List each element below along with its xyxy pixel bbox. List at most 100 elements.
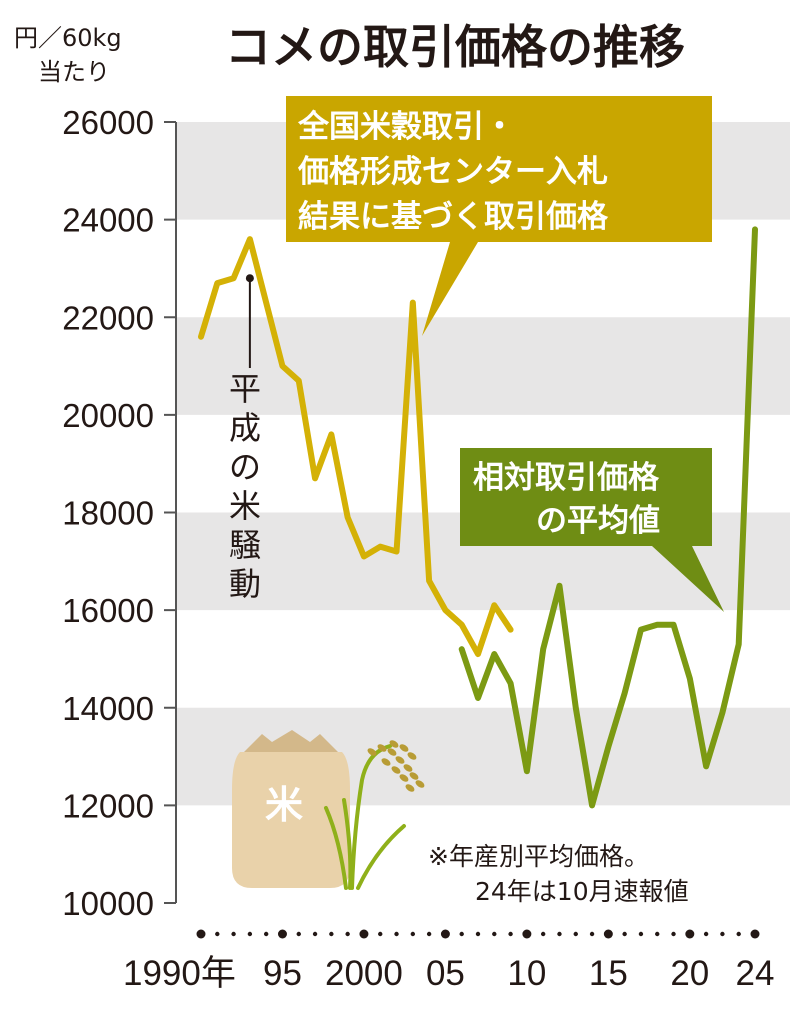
x-tick-label: 20	[670, 954, 709, 993]
y-tick-label: 12000	[62, 787, 154, 824]
y-tick-label: 22000	[62, 299, 154, 336]
rice-grain-icon	[409, 772, 419, 780]
callout-negotiated-line2: の平均値	[536, 503, 660, 539]
rice-grain-icon	[405, 784, 415, 792]
y-tick-label: 24000	[62, 202, 154, 239]
rice-grain-icon	[399, 774, 409, 782]
rice-riot-annotation: 平 成 の 米 騒 動	[229, 274, 261, 603]
callout-auction-price: 全国米穀取引・ 価格形成センター入札 結果に基づく取引価格	[286, 96, 712, 336]
x-axis-dot	[378, 931, 383, 937]
x-axis-dot	[475, 931, 481, 937]
rice-bag-top-icon	[244, 730, 338, 752]
y-tick-label: 10000	[62, 885, 154, 922]
y-tick-label: 14000	[62, 690, 154, 727]
callout-auction-line2: 価格形成センター入札	[297, 154, 608, 190]
rice-grain-icon	[391, 766, 401, 774]
y-axis-ticks: 10000 12000 14000 16000 18000 20000 22000 24000…	[62, 104, 176, 922]
x-axis-ticks: 1990年 95 2000 05 10 15 20 24	[123, 954, 774, 993]
x-axis-dot	[508, 931, 513, 937]
annotation-char-4: 米	[229, 487, 261, 525]
x-axis-dot	[459, 931, 464, 937]
rice-grain-icon	[395, 756, 405, 764]
x-axis-dot	[685, 929, 695, 939]
y-tick-label: 18000	[62, 495, 154, 532]
rice-stem-icon	[342, 798, 353, 890]
x-tick-label: 15	[589, 954, 628, 993]
rice-grain-icon	[381, 758, 391, 766]
series-points-auction	[200, 239, 511, 655]
x-axis-dot	[736, 931, 741, 937]
rice-grain-icon	[403, 764, 413, 772]
x-axis-dot	[589, 931, 595, 937]
chart-title: コメの取引価格の推移	[225, 20, 685, 74]
x-axis-dot	[671, 931, 676, 937]
x-axis-dot	[638, 931, 644, 937]
x-axis-dot	[720, 931, 725, 937]
rice-grain-icon	[407, 752, 417, 760]
x-axis-dot	[492, 931, 497, 937]
x-axis-dots	[196, 929, 760, 939]
callout-negotiated-line1: 相対取引価格	[473, 460, 660, 496]
x-axis-dot	[394, 931, 399, 937]
x-axis-dot	[557, 931, 562, 937]
footnote-line1: ※年産別平均価格。	[428, 842, 649, 871]
x-tick-label: 05	[426, 954, 465, 993]
callout-box-negotiated	[460, 448, 724, 612]
y-tick-label: 20000	[62, 397, 154, 434]
x-axis-dot	[263, 931, 269, 937]
rice-grain-icon	[377, 744, 387, 752]
x-axis-dot	[655, 931, 660, 937]
rice-bag-illustration: 米	[232, 730, 350, 888]
y-unit-label-line2: 当たり	[38, 58, 110, 86]
x-axis-dot	[522, 929, 532, 939]
rice-stem-icon	[324, 806, 348, 890]
rice-bag-icon	[232, 752, 350, 888]
rice-grain-icon	[367, 748, 377, 756]
rice-grain-icon	[399, 744, 409, 752]
x-axis-dot	[622, 931, 627, 937]
rice-grain-icon	[389, 740, 399, 748]
x-axis-dot	[426, 931, 432, 937]
x-tick-label: 95	[263, 954, 302, 993]
x-tick-label: 1990年	[123, 954, 236, 993]
annotation-char-2: 成	[229, 409, 261, 447]
x-axis-dot	[540, 931, 546, 937]
x-axis-dot	[703, 931, 709, 937]
rice-grain-icon	[387, 748, 397, 756]
rice-stem-icon	[356, 824, 406, 890]
rice-kanji-mark: 米	[265, 783, 303, 827]
x-axis-dot	[359, 929, 369, 939]
x-axis-dot	[573, 931, 578, 937]
series-line-auction	[198, 236, 514, 658]
annotation-char-1: 平	[229, 370, 261, 408]
x-axis-dot	[440, 929, 450, 939]
y-tick-label: 16000	[62, 592, 154, 629]
callout-negotiated-price: 相対取引価格 の平均値	[460, 448, 724, 612]
x-axis-dot	[603, 929, 613, 939]
grid-band	[176, 317, 790, 415]
callout-auction-line1: 全国米穀取引・	[297, 109, 515, 145]
rice-grain-icon	[415, 780, 425, 788]
callout-auction-line3: 結果に基づく取引価格	[298, 199, 609, 235]
callout-box-auction	[286, 96, 712, 336]
annotation-char-6: 動	[229, 565, 261, 603]
x-axis-dot	[345, 931, 350, 937]
x-axis-dot	[750, 929, 760, 939]
x-axis-dot	[231, 931, 236, 937]
x-axis-dot	[410, 931, 416, 937]
x-axis-dot	[312, 931, 318, 937]
x-axis-dot	[247, 931, 253, 937]
rice-plant-illustration	[324, 740, 425, 890]
footnote-line2: 24年は10月速報値	[475, 877, 689, 906]
x-tick-label: 10	[507, 954, 546, 993]
x-tick-label: 24	[736, 954, 775, 993]
x-tick-label: 2000	[325, 954, 403, 993]
rice-stem-icon	[350, 744, 392, 890]
annotation-char-3: の	[229, 448, 261, 486]
x-axis-dot	[215, 931, 220, 937]
x-axis-dot	[277, 929, 287, 939]
series-points-negotiated	[461, 229, 756, 806]
x-axis-dot	[296, 931, 301, 937]
y-tick-label: 26000	[62, 104, 154, 141]
